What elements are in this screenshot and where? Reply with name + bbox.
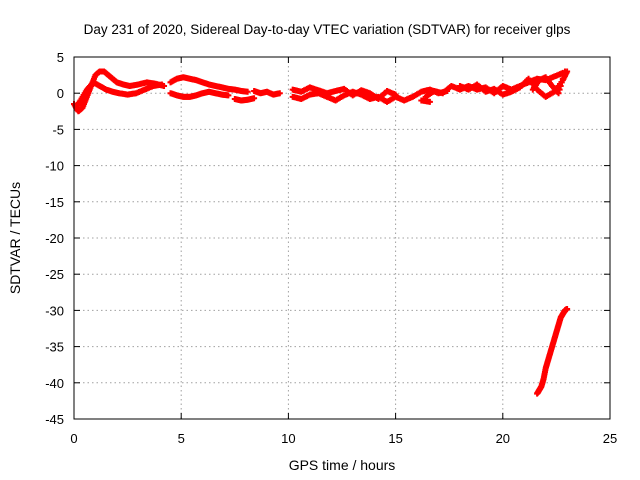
x-tick-labels: 0 5 10 15 20 25	[70, 431, 617, 446]
y-tick-label: -25	[45, 267, 64, 282]
data-point	[276, 90, 283, 97]
x-tick-label: 15	[388, 431, 402, 446]
y-tick-label: -40	[45, 376, 64, 391]
series-track-b	[73, 79, 165, 111]
y-tick-label: -5	[52, 122, 64, 137]
y-tick-label: -15	[45, 195, 64, 210]
y-tick-label: -45	[45, 412, 64, 427]
y-tick-labels: 5 0 -5 -10 -15 -20 -25 -30 -35 -40 -45	[45, 50, 64, 427]
series-track-h	[289, 84, 399, 102]
x-tick-label: 5	[178, 431, 185, 446]
series-track-f	[251, 88, 283, 98]
data-points	[71, 68, 571, 397]
data-point	[244, 88, 251, 95]
data-point	[560, 72, 567, 79]
chart-title: Day 231 of 2020, Sidereal Day-to-day VTE…	[84, 22, 571, 37]
y-axis-title: SDTVAR / TECUs	[7, 182, 23, 294]
data-point	[225, 92, 232, 99]
data-point	[556, 86, 563, 93]
data-point	[158, 81, 165, 88]
x-tick-label: 20	[496, 431, 510, 446]
series-track-i	[418, 97, 433, 105]
series-track-e	[231, 95, 258, 104]
data-point	[557, 82, 564, 89]
data-point	[559, 75, 566, 82]
data-point	[555, 90, 562, 97]
series-track-c	[167, 74, 251, 95]
data-point	[251, 95, 258, 102]
y-tick-label: -10	[45, 159, 64, 174]
series-track-d	[167, 88, 232, 100]
x-axis-title: GPS time / hours	[289, 457, 396, 473]
x-tick-label: 10	[281, 431, 295, 446]
series-track-l	[529, 68, 568, 97]
data-point	[561, 68, 568, 75]
y-tick-label: 5	[57, 50, 64, 65]
x-tick-label: 25	[603, 431, 617, 446]
y-tick-label: -30	[45, 303, 64, 318]
data-point	[558, 79, 565, 86]
data-point	[426, 98, 433, 105]
y-tick-label: -20	[45, 231, 64, 246]
data-point	[392, 91, 399, 98]
grid-lines	[74, 57, 610, 419]
x-tick-label: 0	[70, 431, 77, 446]
series-track-m	[534, 305, 571, 397]
y-tick-label: -35	[45, 340, 64, 355]
data-point	[564, 305, 571, 312]
y-tick-label: 0	[57, 86, 64, 101]
axis-ticks	[73, 56, 611, 420]
